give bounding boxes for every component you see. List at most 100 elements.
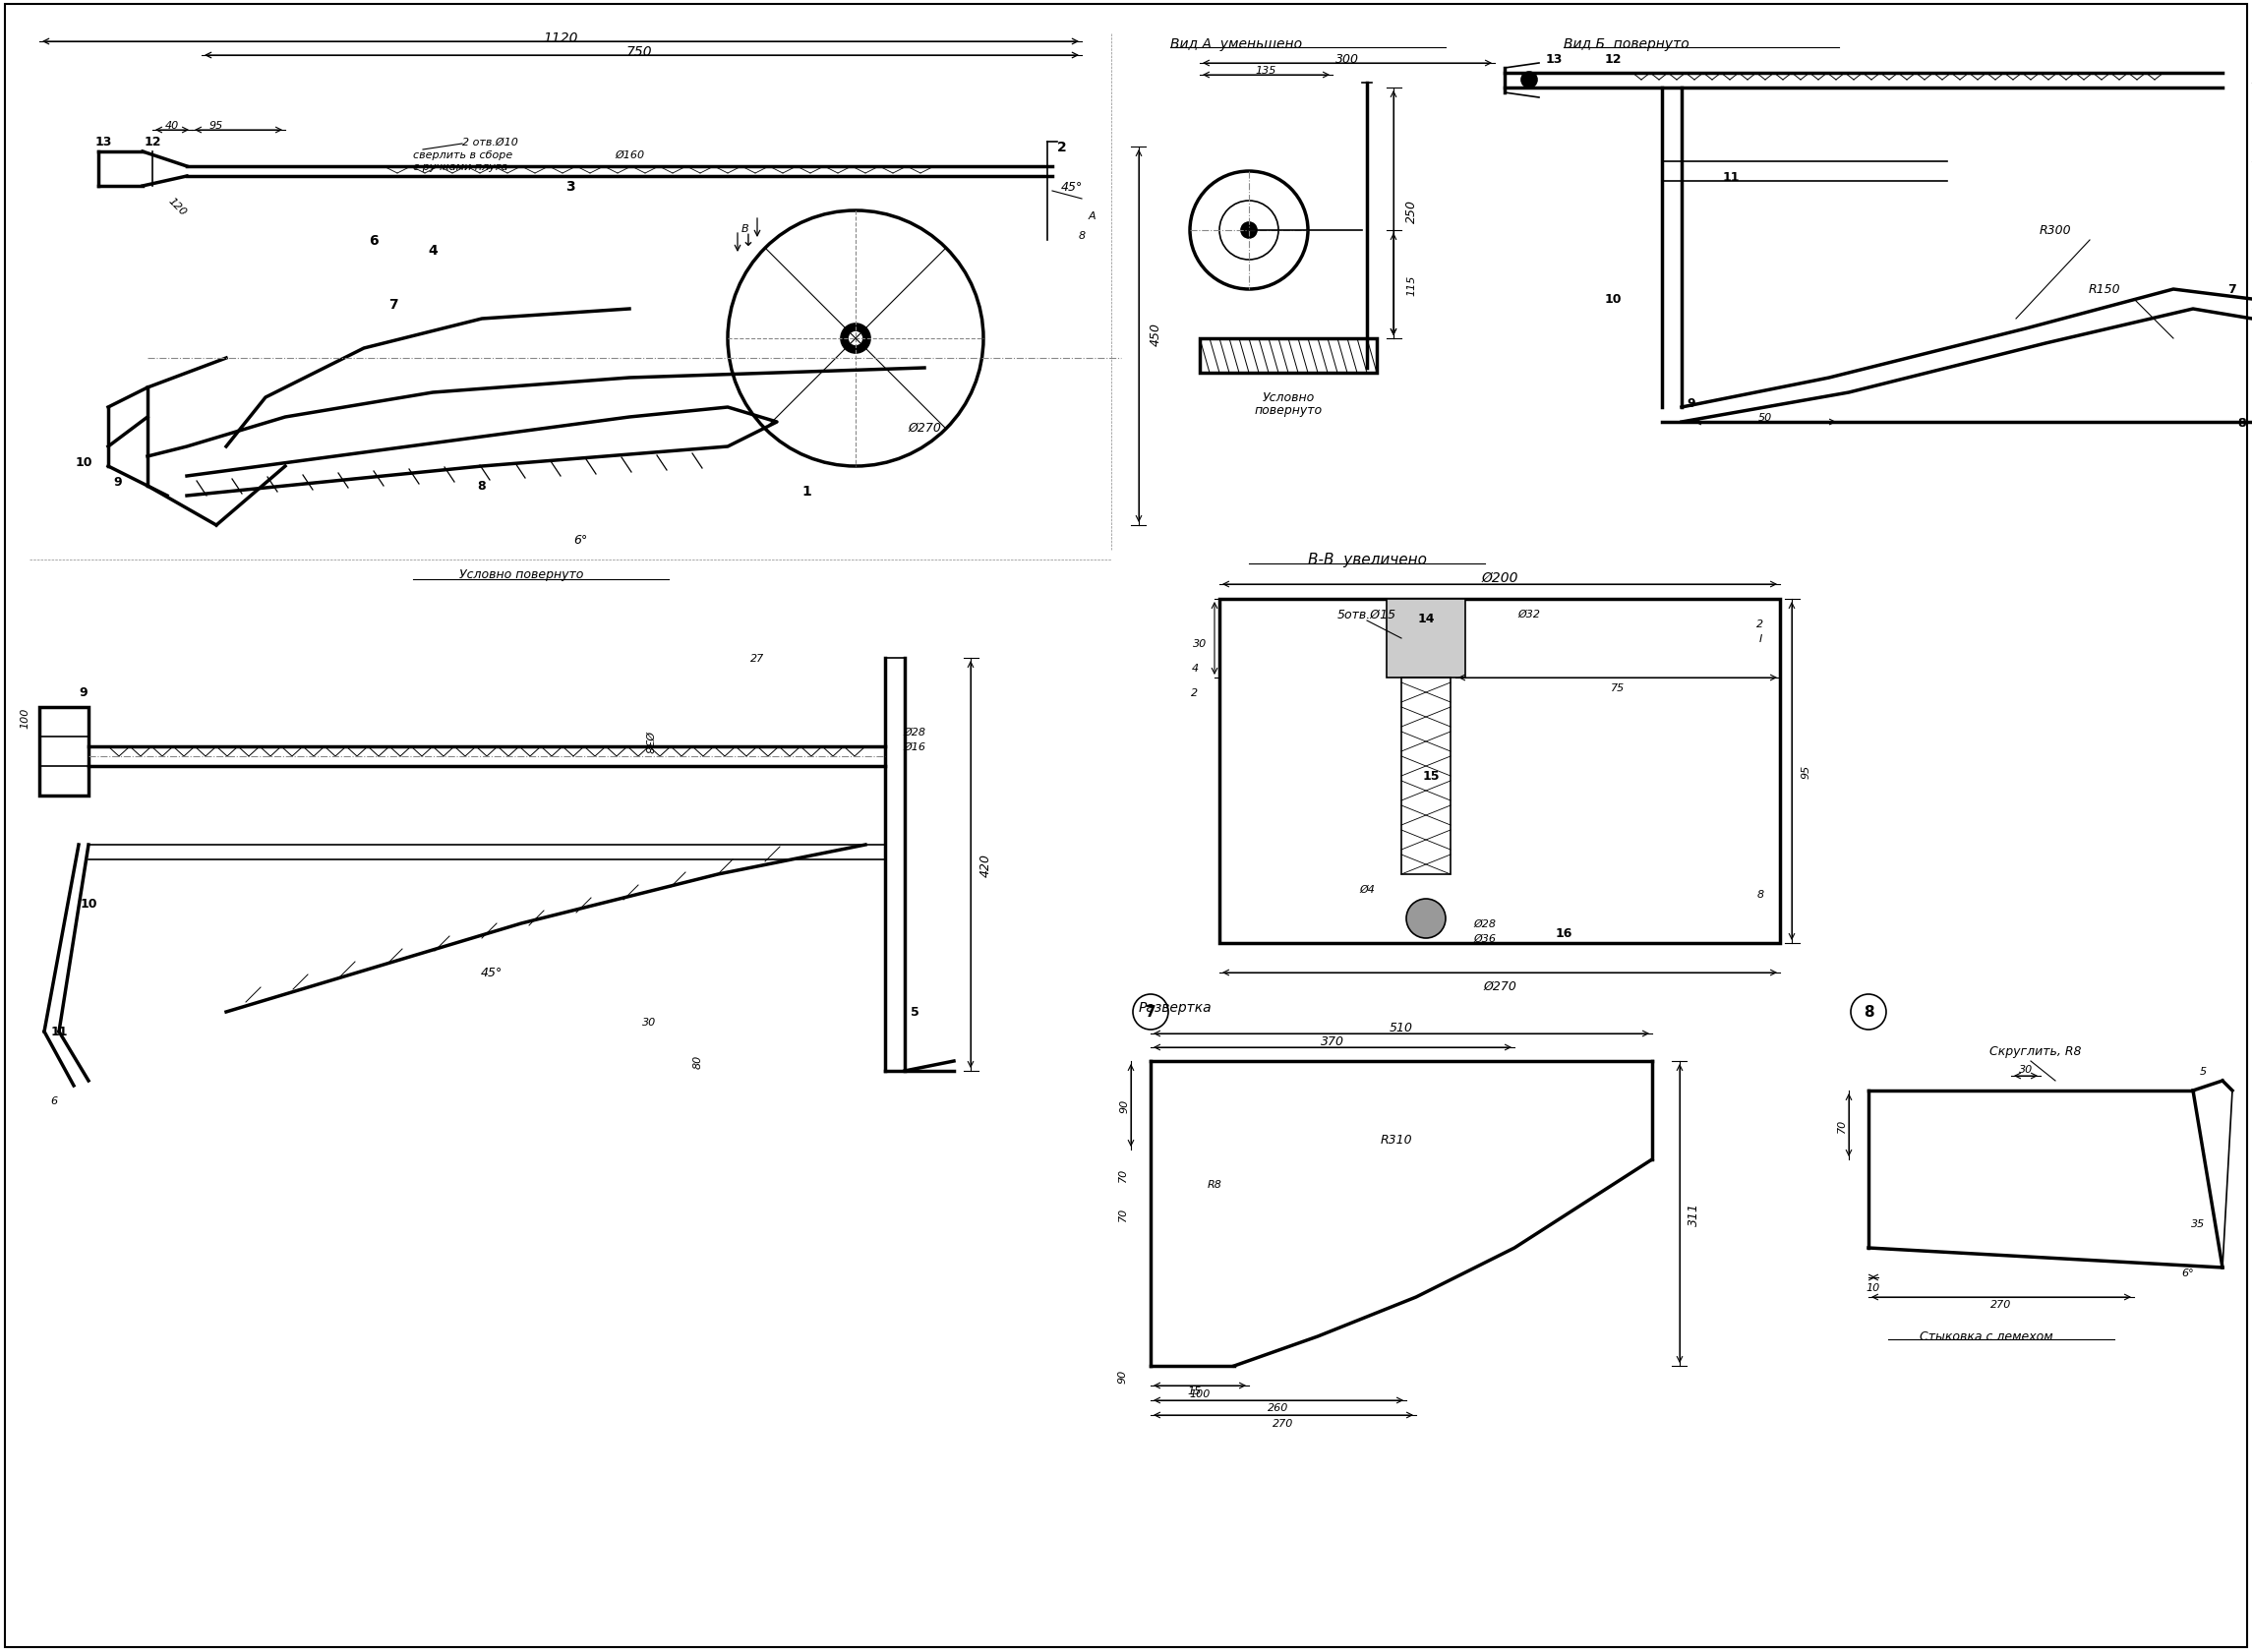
Text: 8: 8 bbox=[2238, 416, 2247, 430]
Text: Ø28: Ø28 bbox=[1473, 919, 1495, 928]
Text: 6: 6 bbox=[50, 1095, 59, 1105]
Text: 10: 10 bbox=[1867, 1282, 1880, 1292]
Text: I: I bbox=[1759, 634, 1761, 644]
Text: 80: 80 bbox=[694, 1054, 703, 1069]
Text: 7: 7 bbox=[390, 297, 399, 312]
Text: ↓: ↓ bbox=[741, 231, 754, 249]
Text: 8: 8 bbox=[477, 481, 486, 492]
Text: 27: 27 bbox=[750, 654, 763, 664]
Circle shape bbox=[840, 324, 869, 354]
Text: 100: 100 bbox=[20, 707, 29, 729]
Text: Вид Б  повернуто: Вид Б повернуто bbox=[1563, 38, 1689, 51]
Text: Ø16: Ø16 bbox=[903, 742, 926, 752]
Text: сверлить в сборе: сверлить в сборе bbox=[412, 150, 513, 160]
Text: Стыковка с лемехом: Стыковка с лемехом bbox=[1919, 1330, 2054, 1343]
Circle shape bbox=[1522, 73, 1538, 89]
Text: 70: 70 bbox=[1838, 1118, 1847, 1132]
Circle shape bbox=[847, 330, 863, 347]
Text: 11: 11 bbox=[1723, 170, 1739, 183]
Text: 6°: 6° bbox=[2182, 1267, 2193, 1277]
Text: Ø4: Ø4 bbox=[1360, 884, 1374, 894]
Text: 5отв.Ø15: 5отв.Ø15 bbox=[1338, 608, 1396, 621]
Text: 5: 5 bbox=[910, 1006, 919, 1019]
Text: 135: 135 bbox=[1254, 66, 1277, 76]
Text: 13: 13 bbox=[95, 135, 113, 149]
Text: A: A bbox=[1088, 211, 1094, 221]
Text: 2: 2 bbox=[1191, 687, 1198, 697]
Text: 50: 50 bbox=[1759, 413, 1772, 423]
Text: Ø200: Ø200 bbox=[1482, 572, 1518, 585]
Text: 95: 95 bbox=[1802, 765, 1811, 778]
Text: 6: 6 bbox=[369, 235, 378, 248]
Text: Условно повернуто: Условно повернуто bbox=[459, 568, 583, 582]
Text: 14: 14 bbox=[1417, 613, 1435, 626]
Text: 16: 16 bbox=[1556, 927, 1572, 940]
Text: 1120: 1120 bbox=[543, 31, 579, 45]
Text: Ø270: Ø270 bbox=[1484, 980, 1516, 993]
Bar bbox=[1218, 600, 1779, 943]
Text: 2 отв.Ø10: 2 отв.Ø10 bbox=[462, 137, 518, 147]
Text: R150: R150 bbox=[2088, 284, 2121, 296]
Text: 750: 750 bbox=[626, 45, 653, 59]
Text: повернуто: повернуто bbox=[1254, 405, 1322, 418]
Text: 70: 70 bbox=[1119, 1168, 1128, 1181]
Text: 95: 95 bbox=[209, 121, 223, 131]
Text: Скруглить, R8: Скруглить, R8 bbox=[1991, 1046, 2081, 1057]
Text: 6°: 6° bbox=[574, 534, 588, 547]
Text: 270: 270 bbox=[1272, 1417, 1295, 1427]
Text: Ø38: Ø38 bbox=[644, 730, 653, 753]
Text: 2: 2 bbox=[1056, 140, 1067, 154]
Text: 10: 10 bbox=[74, 456, 92, 468]
Text: 30: 30 bbox=[2018, 1064, 2034, 1074]
Text: R8: R8 bbox=[1207, 1180, 1223, 1189]
Text: с ручками плуга: с ручками плуга bbox=[412, 162, 509, 172]
Bar bbox=[1200, 339, 1376, 373]
Text: B: B bbox=[741, 225, 750, 235]
Text: 45°: 45° bbox=[480, 966, 502, 980]
Text: 510: 510 bbox=[1389, 1021, 1414, 1034]
Text: 2: 2 bbox=[1757, 620, 1763, 629]
Text: 7: 7 bbox=[2227, 284, 2236, 296]
Text: 300: 300 bbox=[1335, 53, 1358, 66]
Text: Ø270: Ø270 bbox=[908, 421, 941, 434]
Text: R310: R310 bbox=[1380, 1133, 1412, 1146]
Text: 11: 11 bbox=[50, 1026, 68, 1037]
Text: 12: 12 bbox=[1603, 53, 1621, 66]
Text: Ø36: Ø36 bbox=[1473, 933, 1495, 943]
Circle shape bbox=[1241, 223, 1257, 240]
Text: 1: 1 bbox=[802, 484, 811, 499]
Text: Условно: Условно bbox=[1261, 392, 1315, 405]
Text: 8: 8 bbox=[1862, 1004, 1874, 1019]
Text: 75: 75 bbox=[1610, 682, 1624, 692]
Bar bbox=[1387, 600, 1466, 677]
Text: Развертка: Развертка bbox=[1140, 1001, 1212, 1014]
Text: 9: 9 bbox=[115, 476, 122, 487]
Circle shape bbox=[1405, 899, 1446, 938]
Text: Ø160: Ø160 bbox=[615, 150, 644, 160]
Polygon shape bbox=[187, 408, 777, 496]
Text: 13: 13 bbox=[1545, 53, 1563, 66]
Text: 260: 260 bbox=[1268, 1403, 1288, 1412]
Text: 40: 40 bbox=[164, 121, 180, 131]
Text: Вид А  уменьшено: Вид А уменьшено bbox=[1171, 38, 1302, 51]
Text: 5: 5 bbox=[2200, 1066, 2207, 1075]
Text: 45°: 45° bbox=[1061, 180, 1083, 193]
Text: 70: 70 bbox=[1119, 1206, 1128, 1221]
Text: 4: 4 bbox=[428, 244, 437, 258]
Text: 15: 15 bbox=[1423, 770, 1439, 783]
Text: 100: 100 bbox=[1189, 1389, 1209, 1399]
Text: 120: 120 bbox=[167, 195, 187, 218]
Text: 10: 10 bbox=[79, 897, 97, 910]
Text: 8: 8 bbox=[1757, 889, 1763, 899]
Text: 450: 450 bbox=[1149, 322, 1162, 345]
Text: 3: 3 bbox=[565, 180, 574, 193]
Text: 9: 9 bbox=[79, 687, 88, 699]
Text: 9: 9 bbox=[1687, 396, 1696, 410]
Text: 4: 4 bbox=[1191, 664, 1198, 672]
Text: 115: 115 bbox=[1405, 274, 1417, 296]
Text: 10: 10 bbox=[1603, 294, 1621, 306]
Bar bbox=[38, 707, 88, 796]
Text: 420: 420 bbox=[980, 852, 991, 877]
Text: 7: 7 bbox=[1146, 1004, 1155, 1019]
Text: 12: 12 bbox=[144, 135, 162, 149]
